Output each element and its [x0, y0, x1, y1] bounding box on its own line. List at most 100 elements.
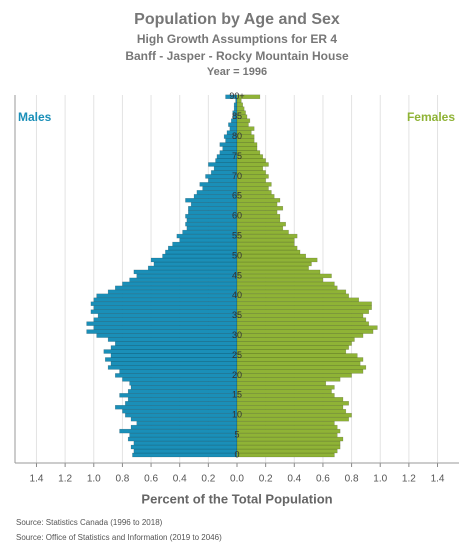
bar: [236, 448, 338, 454]
y-tick-label: 80: [232, 131, 242, 141]
bar: [153, 261, 238, 267]
y-tick-label: 20: [232, 370, 242, 380]
x-tick-label: 0.4: [173, 474, 187, 485]
bar: [107, 289, 238, 295]
x-tick-label: 1.4: [431, 474, 445, 485]
x-tick-label: 1.0: [373, 474, 387, 485]
bar: [236, 440, 341, 446]
bar: [136, 420, 238, 426]
chart-subtitle: Year = 1996: [207, 66, 267, 78]
x-tick-label: 0.6: [144, 474, 158, 485]
bar: [122, 281, 238, 287]
bar: [103, 349, 238, 354]
bar: [236, 194, 275, 199]
bar: [107, 337, 238, 342]
bar: [236, 237, 295, 243]
bar: [236, 265, 309, 271]
y-tick-label: 40: [232, 290, 242, 300]
bar: [236, 261, 312, 267]
bar: [236, 401, 349, 406]
bar: [236, 190, 272, 195]
bar: [147, 265, 238, 271]
bar: [185, 198, 238, 203]
bar: [125, 412, 238, 418]
bar: [93, 297, 238, 303]
bar: [93, 325, 238, 330]
bar: [236, 397, 344, 402]
bar: [122, 377, 238, 382]
bar: [176, 233, 238, 239]
bar: [86, 329, 238, 334]
bar: [190, 202, 238, 207]
bar: [130, 385, 238, 390]
bar: [110, 353, 238, 358]
bar: [90, 301, 238, 306]
bar: [236, 281, 335, 287]
bar: [236, 225, 284, 231]
source-note: Source: Office of Statistics and Informa…: [16, 533, 222, 542]
bar: [127, 397, 238, 402]
bar: [236, 389, 332, 394]
bar: [236, 213, 281, 219]
bar: [236, 349, 347, 354]
bar: [125, 401, 238, 406]
bar: [104, 357, 238, 362]
bar: [236, 412, 352, 418]
bar: [236, 202, 278, 207]
bar: [236, 162, 269, 167]
bar: [236, 333, 364, 338]
bar: [236, 377, 341, 382]
x-tick-label: 0.4: [287, 474, 301, 485]
bar: [236, 424, 338, 430]
bar: [236, 229, 289, 235]
bar: [115, 373, 238, 378]
bar: [90, 309, 238, 314]
bar: [236, 325, 378, 330]
bar: [185, 221, 238, 227]
legend-label: Females: [407, 110, 455, 124]
bar: [186, 217, 238, 223]
bar: [199, 182, 238, 187]
chart-subtitle: Banff - Jasper - Rocky Mountain House: [125, 49, 349, 63]
y-tick-label: 25: [232, 350, 242, 360]
bar: [236, 277, 324, 283]
bar: [236, 289, 347, 295]
x-tick-label: 1.4: [30, 474, 44, 485]
bar: [236, 233, 298, 239]
bar: [236, 186, 269, 191]
y-tick-label: 35: [232, 310, 242, 320]
bar: [196, 190, 238, 195]
bar: [219, 142, 238, 147]
bar: [236, 416, 349, 422]
bar: [236, 357, 364, 362]
bar: [236, 297, 359, 303]
bar: [86, 321, 238, 326]
bar: [179, 237, 238, 243]
chart-subtitle: High Growth Assumptions for ER 4: [137, 32, 338, 46]
bar: [133, 440, 238, 446]
bar: [236, 305, 372, 310]
y-tick-label: 70: [232, 171, 242, 181]
bar: [119, 393, 238, 398]
bar: [236, 345, 349, 350]
bar: [236, 436, 344, 442]
bar: [236, 329, 374, 334]
x-tick-label: 1.2: [58, 474, 72, 485]
bar: [236, 301, 372, 306]
bar: [236, 341, 352, 346]
bar: [236, 432, 338, 438]
bar: [236, 249, 301, 255]
y-tick-label: 30: [232, 330, 242, 340]
legend-label: Males: [18, 110, 52, 124]
bar: [122, 408, 238, 414]
bar: [236, 353, 358, 358]
bar: [150, 257, 238, 263]
bar: [133, 448, 238, 454]
y-tick-label: 0: [234, 449, 239, 459]
bar: [236, 94, 261, 100]
x-tick-label: 0.2: [201, 474, 215, 485]
bar: [236, 393, 335, 398]
bar: [188, 206, 238, 211]
y-tick-label: 10: [232, 410, 242, 420]
